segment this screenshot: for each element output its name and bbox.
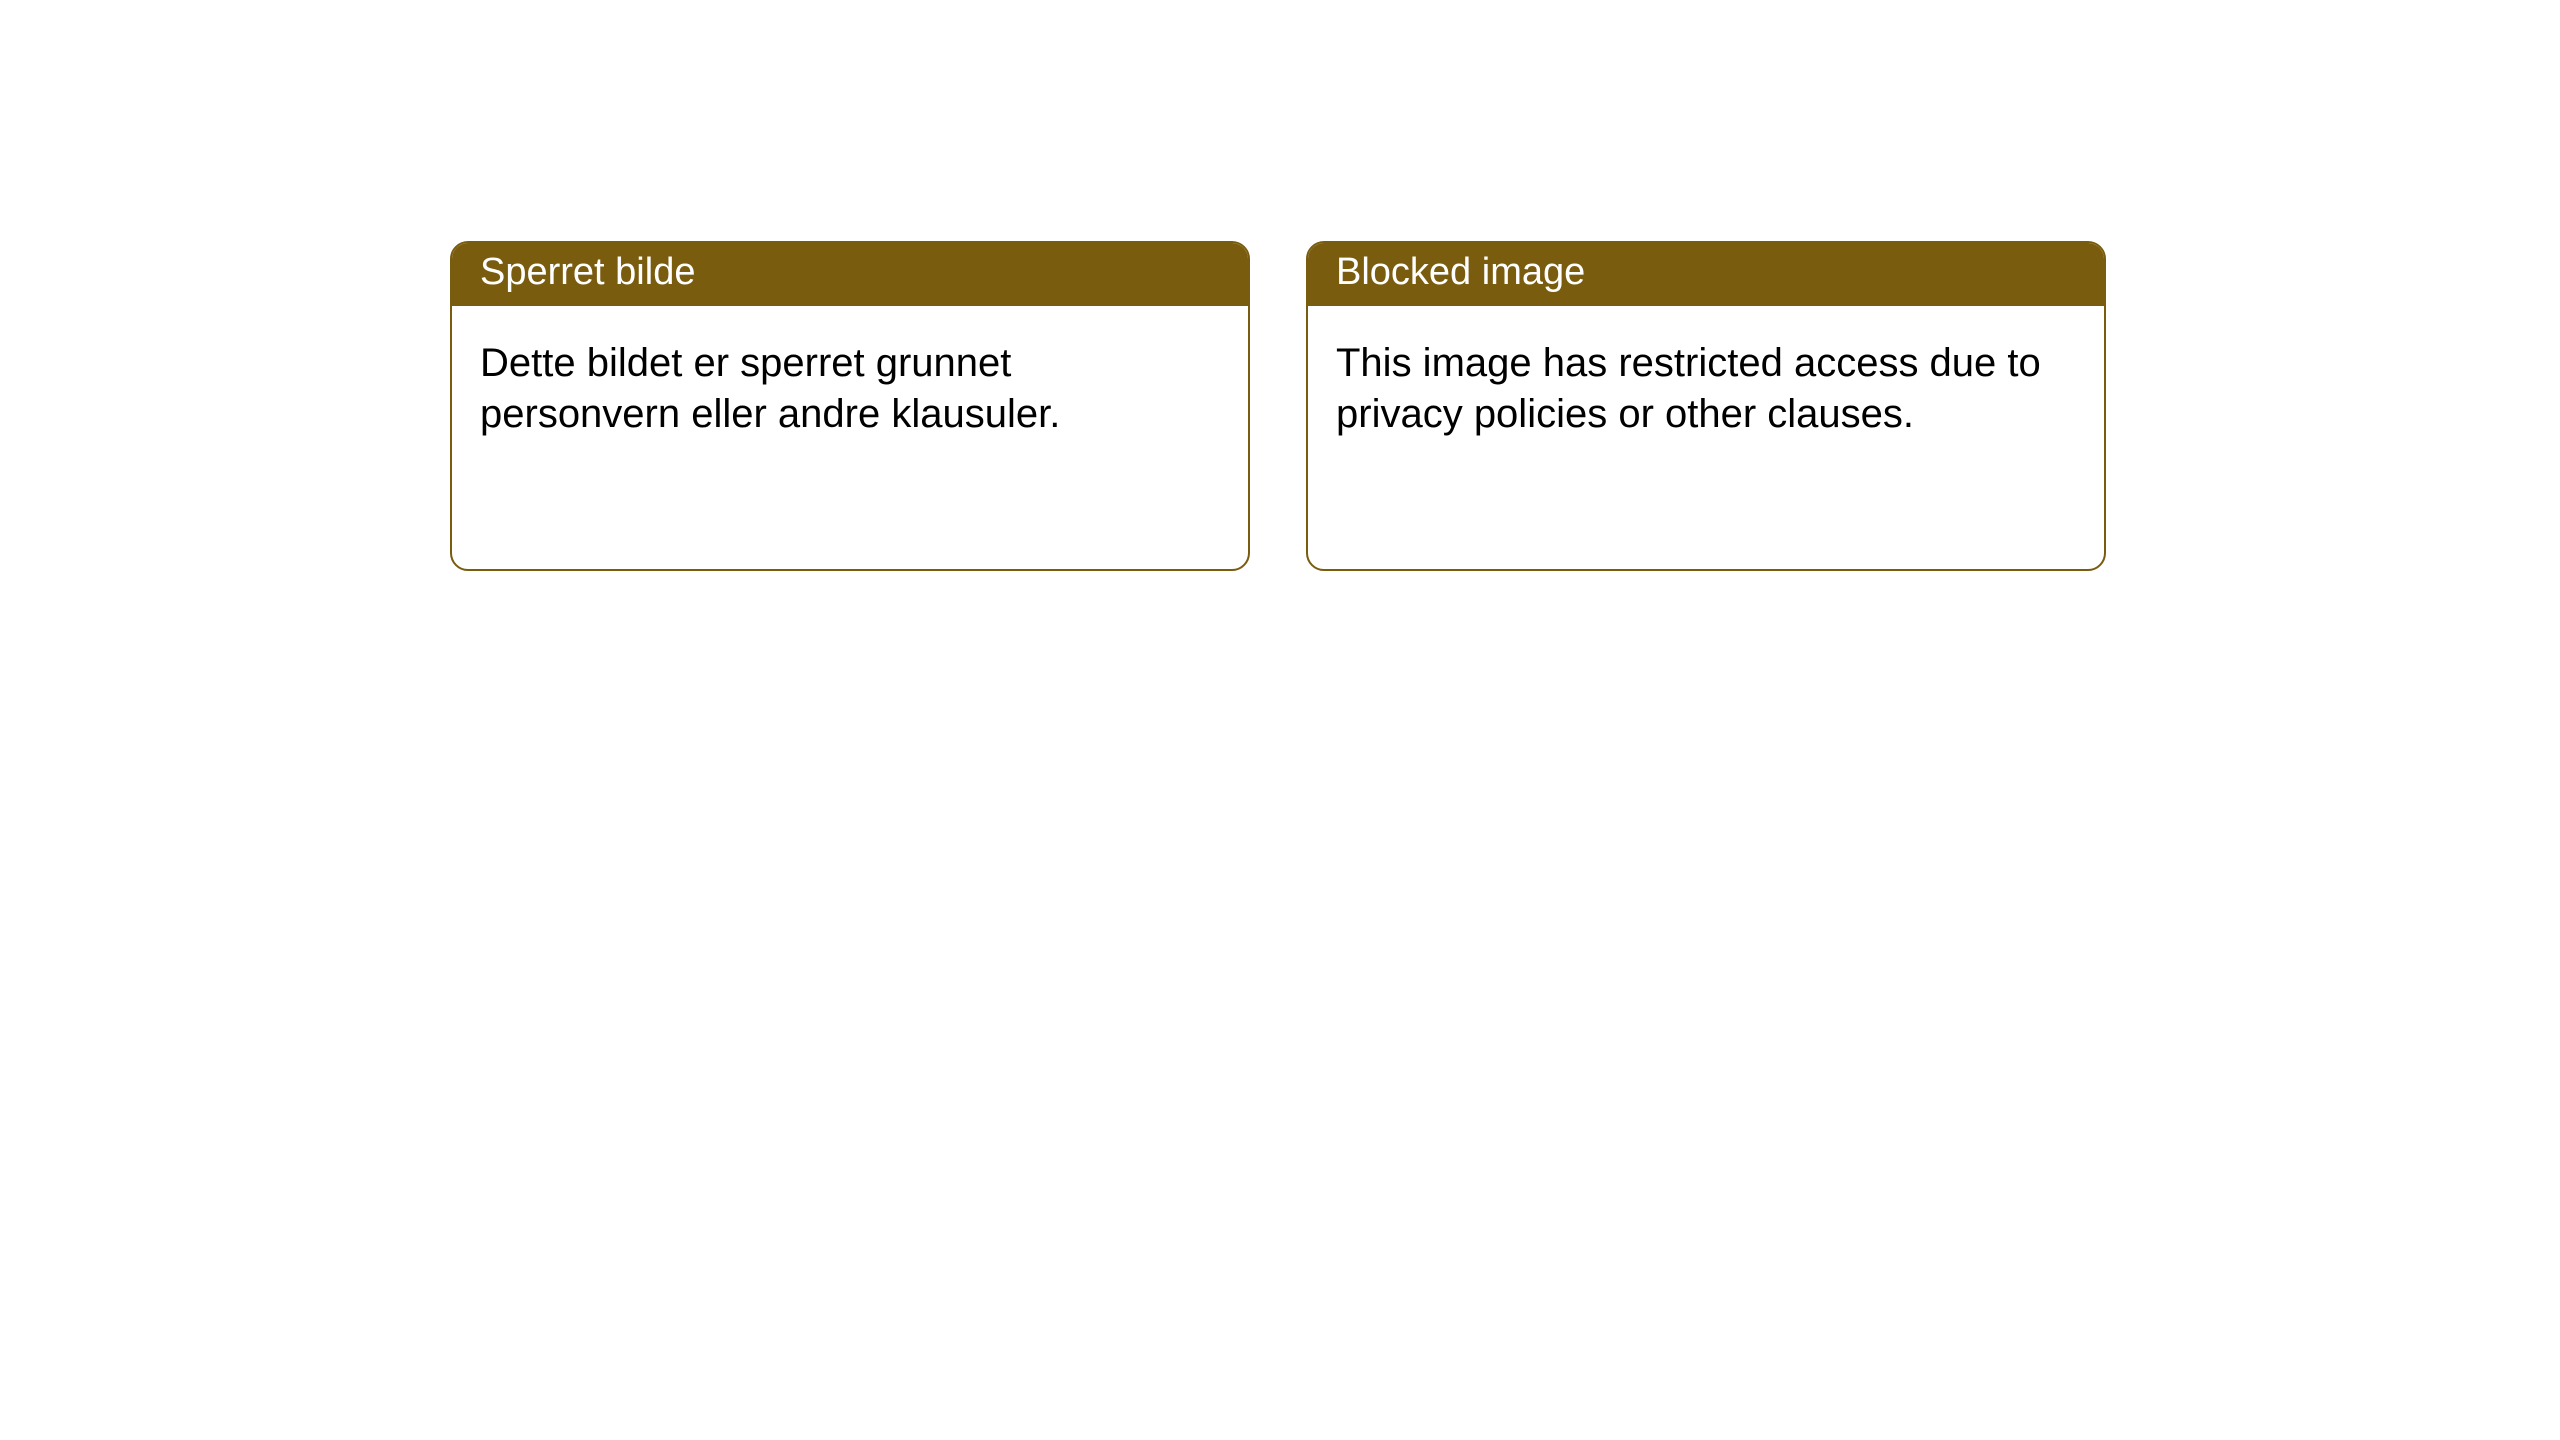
notice-card-english: Blocked image This image has restricted …: [1306, 241, 2106, 571]
notice-header-english: Blocked image: [1308, 243, 2104, 306]
notice-card-norwegian: Sperret bilde Dette bildet er sperret gr…: [450, 241, 1250, 571]
notice-body-norwegian: Dette bildet er sperret grunnet personve…: [452, 306, 1248, 472]
notice-container: Sperret bilde Dette bildet er sperret gr…: [0, 0, 2560, 571]
notice-header-norwegian: Sperret bilde: [452, 243, 1248, 306]
notice-body-english: This image has restricted access due to …: [1308, 306, 2104, 472]
